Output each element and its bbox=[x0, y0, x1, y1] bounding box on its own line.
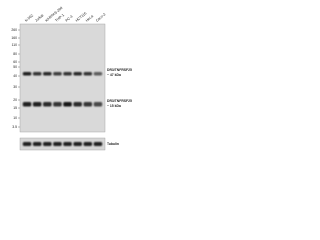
band bbox=[93, 142, 103, 146]
band bbox=[32, 102, 42, 107]
band bbox=[53, 72, 62, 76]
bands bbox=[22, 72, 103, 146]
marker-label: 110 bbox=[12, 43, 18, 47]
marker-label: 20 bbox=[13, 98, 17, 102]
band bbox=[93, 102, 103, 107]
marker-label: 160 bbox=[11, 36, 17, 40]
band bbox=[43, 72, 52, 76]
band bbox=[83, 102, 93, 107]
page: {"lanes": ["K-562", "Jurkat", "KARPAS-29… bbox=[0, 0, 150, 152]
band bbox=[73, 102, 82, 107]
tubulin-panel bbox=[19, 137, 106, 151]
band bbox=[73, 142, 82, 146]
loading-control-label: Tubulin bbox=[107, 142, 119, 146]
band bbox=[22, 102, 32, 107]
marker-label: 260 bbox=[11, 28, 17, 32]
band bbox=[22, 142, 32, 146]
marker-label: 50 bbox=[13, 65, 17, 69]
lane-label: Jurkat bbox=[34, 13, 44, 22]
band-size: ~ 15 kDa bbox=[107, 104, 121, 108]
lane-label: THP-1 bbox=[55, 13, 66, 23]
lane-label: HCT116 bbox=[75, 11, 88, 23]
marker-label: 60 bbox=[13, 60, 17, 64]
band bbox=[63, 72, 72, 76]
band bbox=[32, 72, 42, 76]
band bbox=[43, 102, 52, 107]
band-label: DR3/TNFRSF25 bbox=[107, 99, 132, 103]
band bbox=[43, 142, 52, 146]
band bbox=[83, 72, 93, 76]
lane-label: HeLa bbox=[85, 14, 94, 23]
marker-label: 30 bbox=[13, 85, 17, 89]
band bbox=[53, 102, 62, 107]
band bbox=[22, 72, 32, 76]
band bbox=[83, 142, 93, 146]
lane-label: PC-3 bbox=[65, 14, 74, 22]
band bbox=[63, 142, 72, 146]
blot-panel bbox=[19, 23, 106, 133]
lane-label: Caco-2 bbox=[95, 12, 106, 23]
marker-label: 15 bbox=[13, 106, 17, 110]
marker-label: 3.5 bbox=[12, 125, 17, 129]
band bbox=[73, 72, 82, 76]
marker-label: 80 bbox=[13, 52, 17, 56]
band bbox=[63, 102, 72, 107]
band bbox=[93, 72, 103, 76]
marker-label: 10 bbox=[13, 116, 17, 120]
band-label: DR3/TNFRSF25 bbox=[107, 68, 132, 72]
marker-label: 40 bbox=[13, 74, 17, 78]
lane-label: K-562 bbox=[24, 14, 34, 23]
band bbox=[53, 142, 62, 146]
band-size: ~ 47 kDa bbox=[107, 73, 121, 77]
band bbox=[32, 142, 42, 146]
